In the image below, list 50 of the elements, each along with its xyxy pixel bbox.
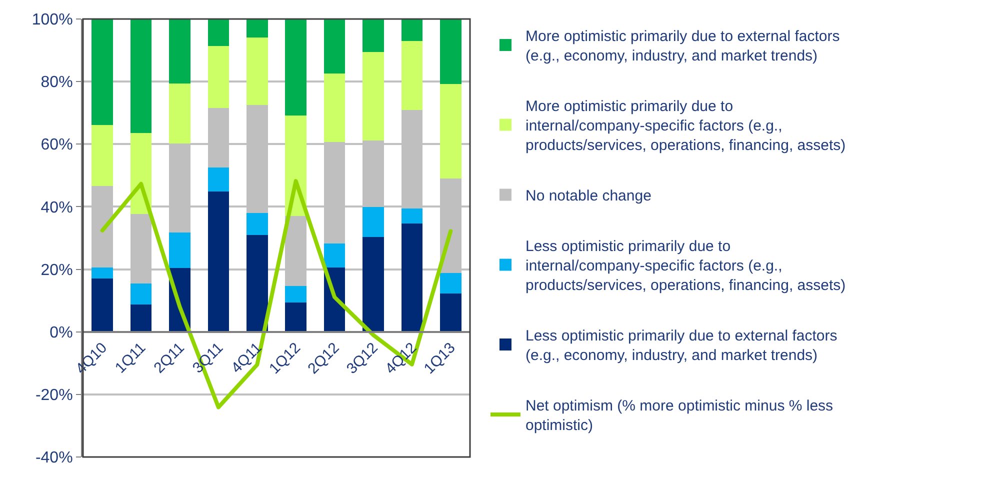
bar [440,19,462,84]
legend-label: Less optimistic primarily due to internal/company-specific factors (e.g., products/services, operations, financing, assets) [525,238,846,294]
bar [208,46,230,108]
bar [208,167,230,192]
bar [130,283,152,304]
bar [130,19,152,134]
bar [401,19,423,41]
bar [285,286,306,302]
bar [285,302,306,332]
bar [92,124,113,186]
bar [208,191,230,332]
legend-label: No notable change [525,188,652,205]
bar [246,19,268,38]
y-tick-label: 100% [32,12,73,29]
bar [362,19,384,52]
bar [285,19,306,116]
bar [324,73,346,142]
legend-label: Net optimism (% more optimistic minus % less optimistic) [525,398,834,434]
bar [440,273,462,294]
bar [440,294,462,332]
legend-label: Less optimistic primarily due to external factors (e.g., economy, industry, and market trends) [525,328,838,364]
bar [246,212,268,235]
y-tick-label: 80% [40,74,73,92]
legend-label: More optimistic primarily due to internal/company-specific factors (e.g., products/services, operations, financing, assets) [525,98,846,154]
legend-label: More optimistic primarily due to external factors (e.g., economy, industry, and market trends) [525,28,840,65]
bar [362,207,384,237]
bar [130,304,152,332]
bar [362,52,384,141]
y-tick-label: 20% [40,262,73,279]
bar [92,268,113,278]
y-tick-label: 0% [50,324,73,342]
bar [92,19,113,125]
bar [92,278,113,332]
bar [440,84,462,179]
y-tick-label: -20% [35,387,73,404]
bar [246,234,268,332]
bar [401,224,423,332]
bar [401,40,423,110]
y-tick-label: -40% [35,450,73,467]
bar [246,37,268,106]
bar [362,236,384,332]
bar [208,19,230,46]
bar [324,19,346,74]
y-tick-label: 60% [40,136,73,154]
bar [169,19,190,84]
y-tick-label: 40% [40,199,73,216]
bar [324,244,346,268]
bar [401,208,423,224]
bar [169,83,190,144]
bar [169,232,190,268]
